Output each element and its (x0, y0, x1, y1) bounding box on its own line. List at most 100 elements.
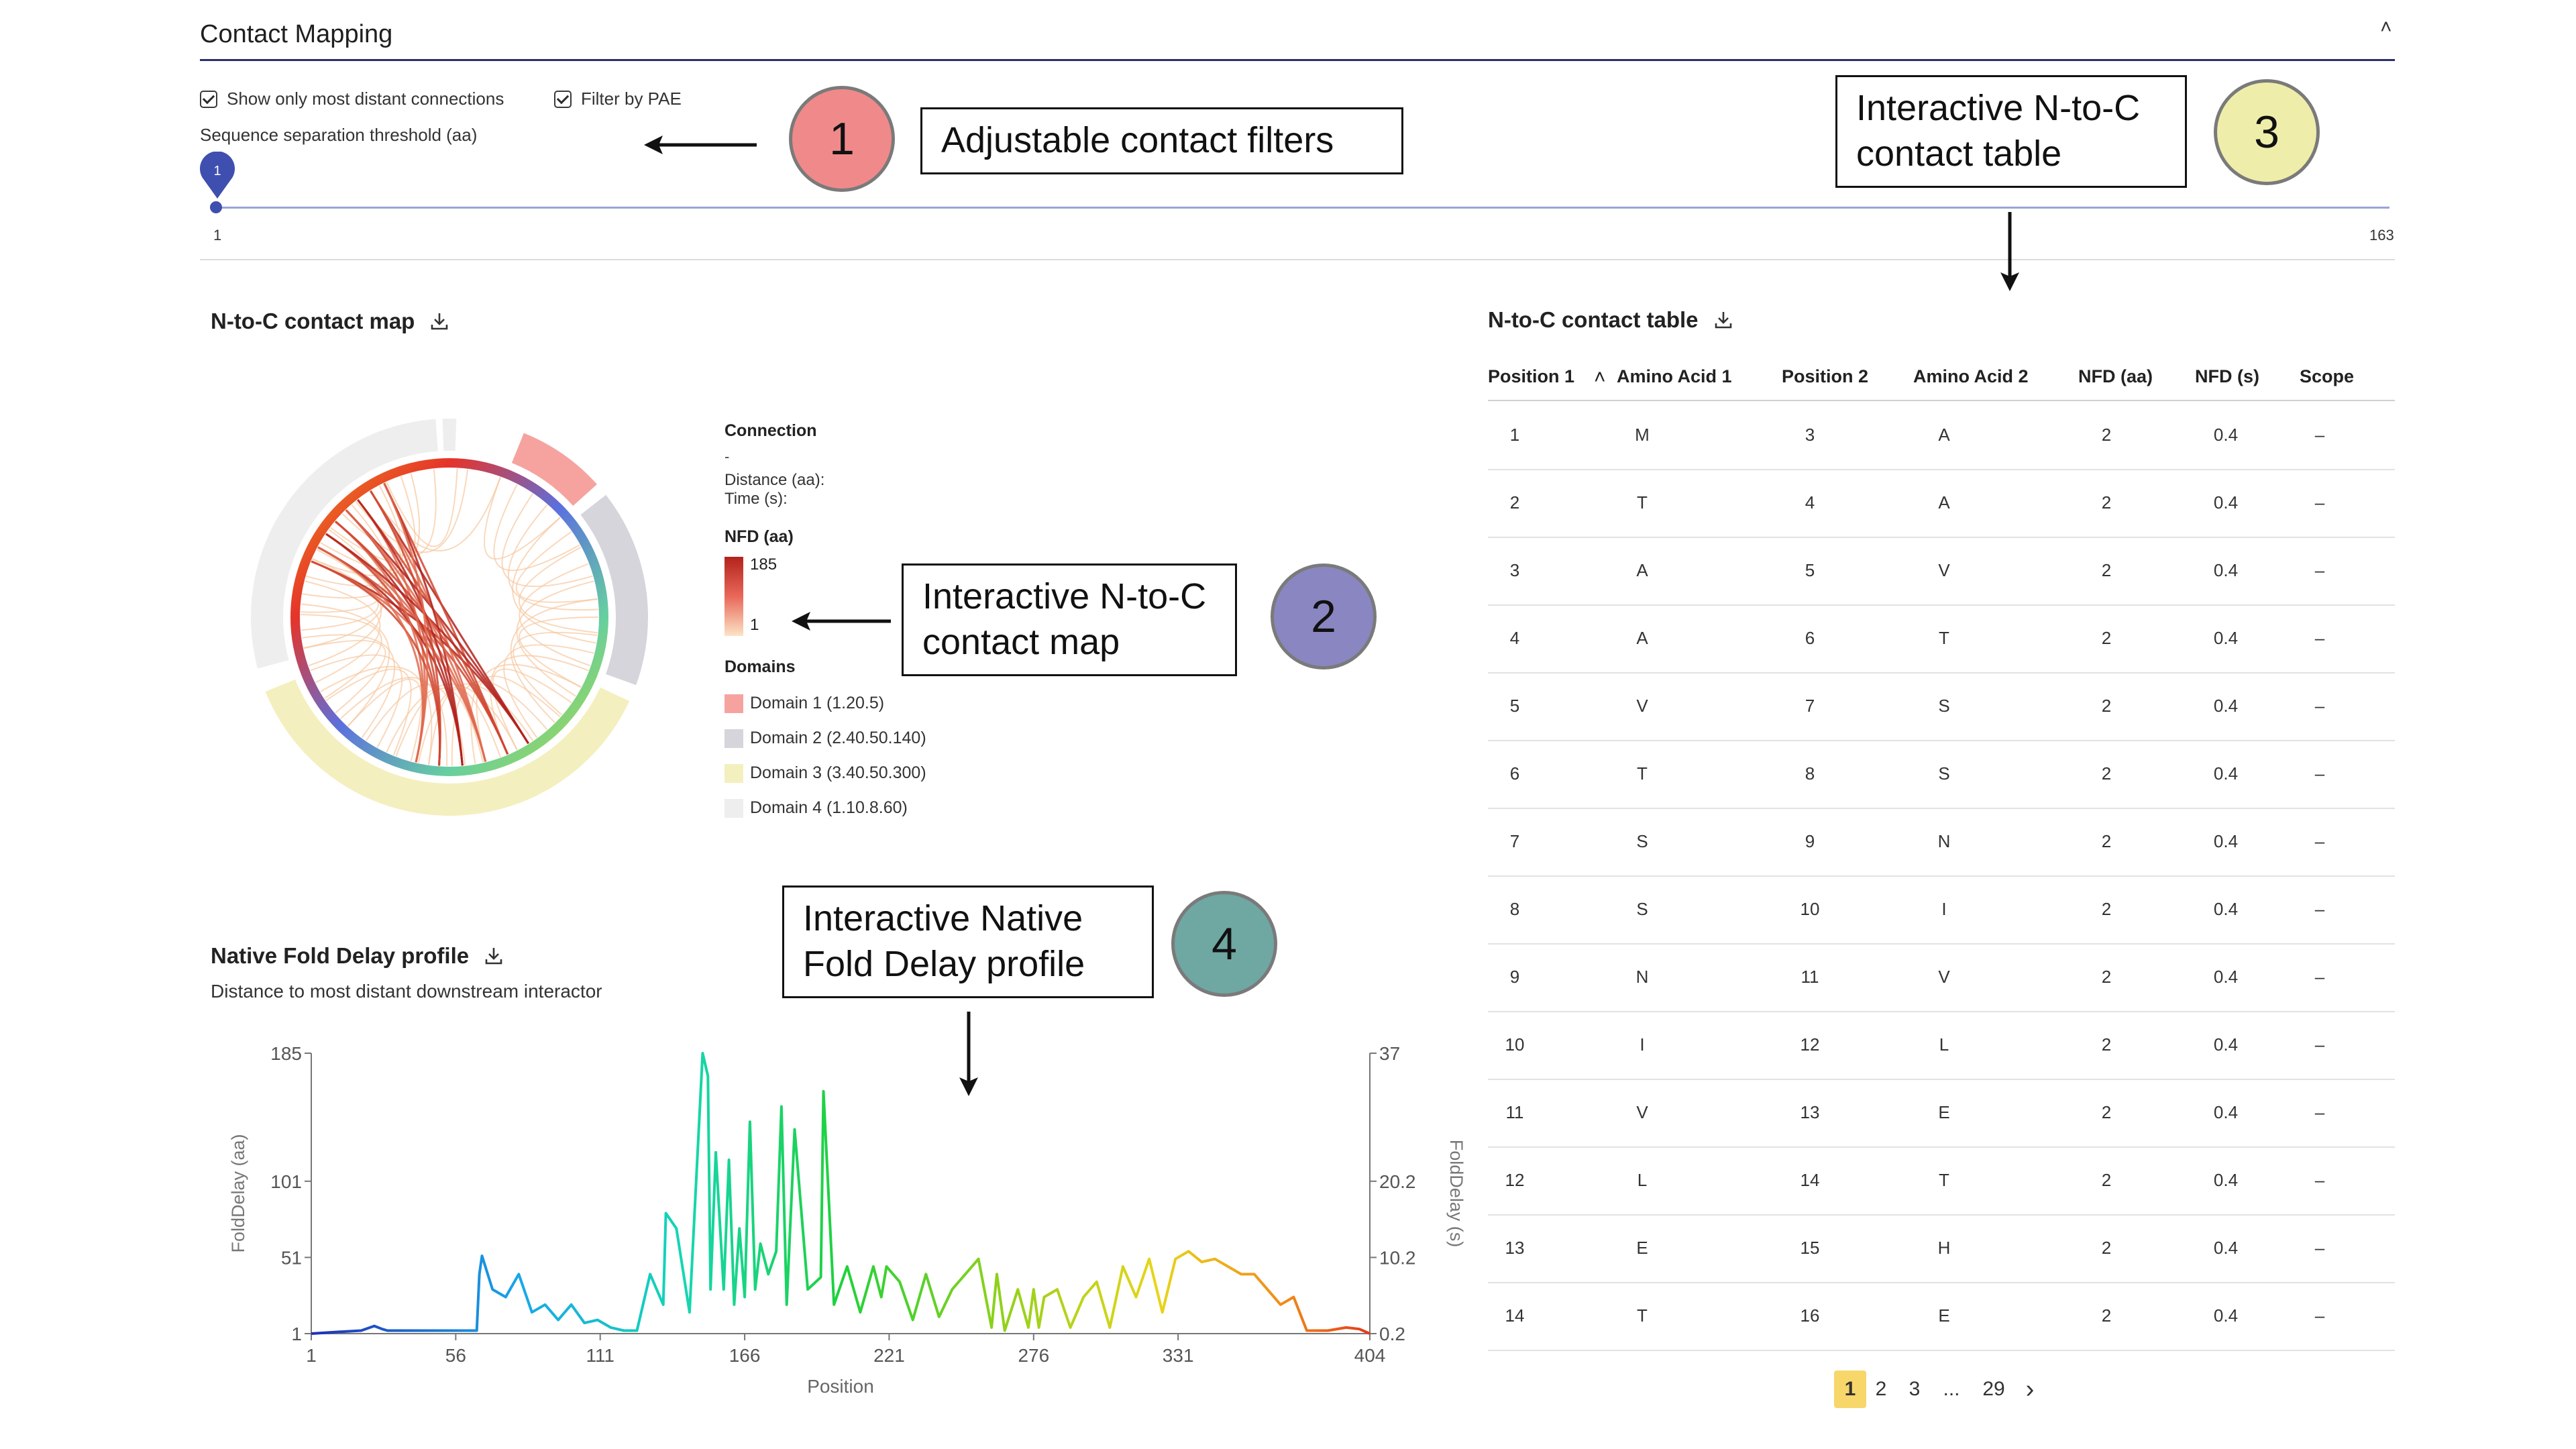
connection-chord[interactable] (317, 546, 424, 763)
y2-tick-label: 20.2 (1379, 1171, 1416, 1192)
table-row[interactable]: 14 T 16 E 2 0.4 – (1488, 1282, 2395, 1351)
connection-chord[interactable] (510, 598, 598, 723)
cell-amino-acid-1: M (1635, 425, 1650, 445)
connection-chord[interactable] (501, 493, 593, 588)
table-row[interactable]: 4 A 6 T 2 0.4 – (1488, 604, 2395, 674)
table-row[interactable]: 11 V 13 E 2 0.4 – (1488, 1079, 2395, 1148)
domain-arc[interactable] (511, 433, 597, 506)
connection-chord[interactable] (508, 504, 598, 611)
table-row[interactable]: 7 S 9 N 2 0.4 – (1488, 808, 2395, 877)
table-row[interactable]: 5 V 7 S 2 0.4 – (1488, 672, 2395, 741)
connection-chord[interactable] (302, 504, 392, 599)
table-row[interactable]: 8 S 10 I 2 0.4 – (1488, 875, 2395, 945)
domain-arc[interactable] (265, 679, 630, 816)
connection-chord[interactable] (301, 614, 382, 699)
domain-arc[interactable] (251, 419, 438, 669)
col-header-scope[interactable]: Scope (2300, 366, 2355, 386)
table-row[interactable]: 13 E 15 H 2 0.4 – (1488, 1214, 2395, 1283)
connection-chord[interactable] (516, 580, 594, 697)
connection-chord[interactable] (357, 499, 464, 766)
connection-chord[interactable] (325, 668, 412, 756)
col-header-position-1[interactable]: Position 1 (1488, 366, 1575, 386)
connection-chord[interactable] (493, 484, 580, 572)
connection-chord[interactable] (519, 563, 591, 667)
table-row[interactable]: 9 N 11 V 2 0.4 – (1488, 943, 2395, 1012)
connection-chord[interactable] (334, 521, 509, 755)
download-icon[interactable] (1713, 310, 1733, 330)
contact-map-chord[interactable] (248, 416, 678, 832)
domain-legend-item[interactable]: Domain 1 (1.20.5) (724, 694, 884, 714)
connection-chord[interactable] (515, 531, 598, 603)
connection-chord[interactable] (325, 533, 529, 745)
col-header-amino-acid-1[interactable]: Amino Acid 1 (1617, 366, 1732, 386)
nfd-profile-chart[interactable]: 1 56 111 166 221 276 331 404 1 51 101 185 0.2 10.2 20.… (201, 1026, 1476, 1402)
col-header-position-2[interactable]: Position 2 (1782, 366, 1869, 386)
connection-chord[interactable] (330, 476, 416, 564)
table-row[interactable]: 3 A 5 V 2 0.4 – (1488, 537, 2395, 606)
connection-chord[interactable] (470, 663, 582, 764)
connection-chord[interactable] (303, 639, 386, 714)
connection-chord[interactable] (345, 509, 487, 762)
connection-chord[interactable] (483, 477, 561, 560)
collapse-chevron-icon[interactable]: ˄ (2380, 16, 2392, 38)
next-page-icon[interactable]: › (2025, 1375, 2035, 1403)
connection-chord[interactable] (492, 668, 572, 751)
connection-chord[interactable] (370, 490, 441, 766)
connection-chord[interactable] (512, 517, 596, 644)
page-button-3[interactable]: 3 (1909, 1378, 1921, 1400)
col-header-nfd-aa[interactable]: NFD (aa) (2078, 366, 2153, 386)
page-button-29[interactable]: 29 (1982, 1378, 2005, 1400)
domain-legend-item[interactable]: Domain 4 (1.10.8.60) (724, 798, 908, 818)
chart-series[interactable] (311, 1052, 1371, 1335)
sequence-ring[interactable] (290, 458, 608, 776)
table-row[interactable]: 2 T 4 A 2 0.4 – (1488, 469, 2395, 538)
col-header-amino-acid-2[interactable]: Amino Acid 2 (1913, 366, 2029, 386)
distant-connections-checkbox[interactable]: Show only most distant connections (200, 89, 504, 109)
connection-chord[interactable] (395, 687, 484, 763)
connection-chord[interactable] (513, 631, 598, 716)
sort-ascending-icon[interactable]: ˄ (1594, 366, 1606, 388)
checkbox-checked-icon[interactable] (554, 90, 572, 108)
table-row[interactable]: 10 I 12 L 2 0.4 – (1488, 1011, 2395, 1080)
page-button-current[interactable]: 1 (1834, 1371, 1866, 1408)
connection-chord[interactable] (305, 580, 381, 684)
slider-handle[interactable] (210, 201, 222, 213)
nfd-series-line[interactable] (311, 1052, 1371, 1335)
slider-track[interactable] (216, 207, 2390, 209)
download-icon[interactable] (484, 946, 504, 966)
domain-legend-item[interactable]: Domain 2 (2.40.50.140) (724, 729, 926, 749)
connection-chord[interactable] (519, 616, 599, 688)
connection-chord[interactable] (301, 529, 384, 613)
domain-arc[interactable] (580, 494, 648, 686)
callout-1-text: Adjustable contact filters (941, 120, 1334, 160)
domain-arcs[interactable] (251, 419, 648, 816)
page-button-2[interactable]: 2 (1875, 1378, 1887, 1400)
table-row[interactable]: 12 L 14 T 2 0.4 – (1488, 1146, 2395, 1216)
connection-chord[interactable] (310, 654, 402, 748)
connection-chord[interactable] (386, 468, 458, 547)
connection-chord[interactable] (320, 665, 433, 765)
light-connections[interactable] (301, 468, 599, 766)
connection-chord[interactable] (301, 603, 390, 727)
connection-chord[interactable] (347, 678, 423, 761)
connection-chord[interactable] (383, 482, 429, 763)
domain-arc[interactable] (442, 419, 457, 451)
domain-swatch (724, 799, 743, 818)
y2-tick-label: 0.2 (1379, 1324, 1405, 1344)
checkbox-checked-icon[interactable] (200, 90, 217, 108)
table-row[interactable]: 1 M 3 A 2 0.4 – (1488, 401, 2395, 470)
connection-chord[interactable] (302, 634, 396, 739)
distant-connections[interactable] (311, 482, 529, 766)
connection-chord[interactable] (308, 549, 382, 667)
connection-chord[interactable] (311, 560, 441, 766)
connection-chord[interactable] (301, 558, 379, 631)
connection-chord[interactable] (503, 644, 594, 739)
connection-chord[interactable] (490, 655, 589, 755)
download-icon[interactable] (429, 311, 449, 331)
connection-chord[interactable] (370, 477, 501, 552)
domain-legend-item[interactable]: Domain 3 (3.40.50.300) (724, 763, 926, 784)
table-row[interactable]: 6 T 8 S 2 0.4 – (1488, 740, 2395, 809)
connection-chord[interactable] (518, 546, 598, 634)
filter-pae-checkbox[interactable]: Filter by PAE (554, 89, 682, 109)
col-header-nfd-s[interactable]: NFD (s) (2195, 366, 2259, 386)
